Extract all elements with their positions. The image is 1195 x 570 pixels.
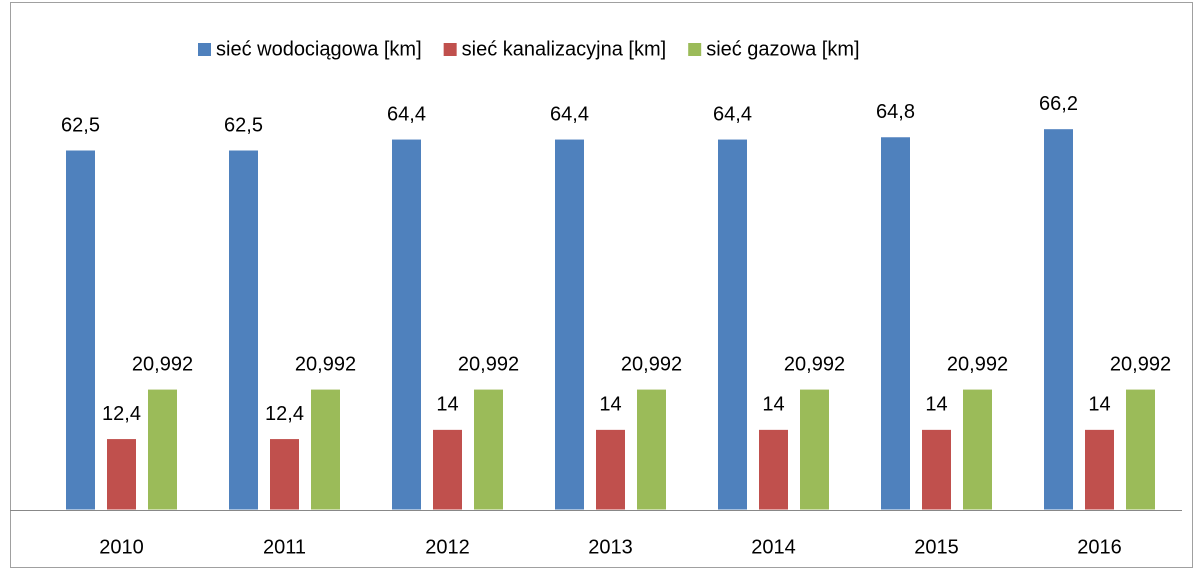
bar: [147, 388, 178, 511]
bar: [269, 438, 300, 511]
data-label: 20,992: [621, 353, 682, 375]
bar: [106, 438, 137, 511]
legend-swatch: [198, 43, 211, 56]
x-tick-label: 2015: [914, 536, 959, 558]
data-label: 62,5: [224, 114, 263, 136]
data-label: 64,4: [387, 103, 426, 125]
bar: [228, 149, 259, 511]
legend-label: sieć gazowa [km]: [706, 38, 859, 60]
legend-swatch: [443, 43, 457, 56]
bar: [880, 136, 911, 511]
data-label: 62,5: [61, 114, 100, 136]
bar: [391, 138, 422, 511]
bar: [1084, 428, 1115, 511]
bar: [636, 388, 667, 511]
bar: [595, 428, 626, 511]
x-tick-label: 2011: [263, 536, 306, 558]
x-tick-label: 2014: [751, 536, 796, 558]
data-label: 14: [1088, 394, 1110, 416]
data-label: 14: [762, 394, 784, 416]
bar: [1125, 388, 1156, 511]
data-label: 64,8: [876, 101, 915, 123]
legend-label: sieć wodociągowa [km]: [216, 38, 422, 60]
bar: [554, 138, 585, 511]
x-tick-label: 2016: [1077, 536, 1122, 558]
data-label: 20,992: [295, 353, 356, 375]
bar: [432, 428, 463, 511]
data-label: 20,992: [784, 353, 845, 375]
bar: [758, 428, 789, 511]
data-label: 12,4: [102, 403, 141, 425]
x-tick-label: 2013: [588, 536, 633, 558]
legend-label: sieć kanalizacyjna [km]: [462, 38, 667, 60]
bar: [310, 388, 341, 511]
data-label: 66,2: [1039, 93, 1078, 115]
data-label: 64,4: [713, 103, 752, 125]
bar: [65, 149, 96, 511]
data-label: 20,992: [132, 353, 193, 375]
bar: [717, 138, 748, 511]
data-label: 14: [925, 394, 947, 416]
data-label: 64,4: [550, 103, 589, 125]
data-label: 14: [436, 394, 458, 416]
data-label: 14: [599, 394, 621, 416]
bar: [1043, 128, 1074, 511]
bar: [962, 388, 993, 511]
x-tick-label: 2012: [425, 536, 470, 558]
data-label: 20,992: [458, 353, 519, 375]
data-label: 20,992: [1110, 353, 1171, 375]
bar: [921, 428, 952, 511]
x-tick-label: 2010: [99, 536, 144, 558]
legend-swatch: [688, 43, 702, 56]
data-label: 20,992: [947, 353, 1008, 375]
bar: [473, 388, 504, 511]
bar: [799, 388, 830, 511]
data-label: 12,4: [265, 403, 304, 425]
